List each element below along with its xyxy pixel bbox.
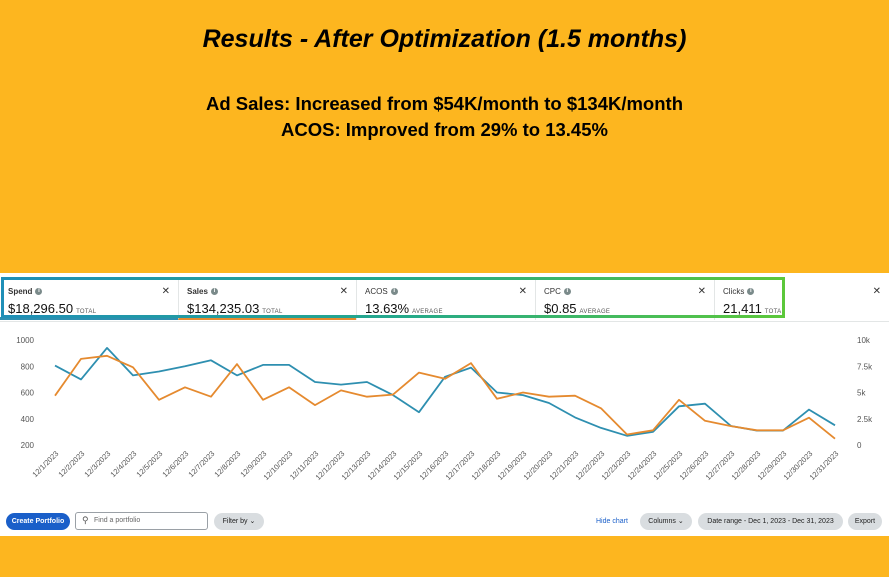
y-right-tick-label: 0 [857,441,862,450]
y-left-tick-label: 800 [21,362,35,371]
highlight-box [1,277,785,318]
y-right-tick-label: 7.5k [857,362,873,371]
series-line-spend [54,346,836,437]
ad-sales-summary: Ad Sales: Increased from $54K/month to $… [205,93,683,114]
y-right-tick-label: 10k [857,336,871,345]
campaign-dashboard-panel: Spend i ✕ $18,296.50 TOTAL Sales i ✕ $134,2… [0,273,889,536]
search-placeholder: Find a portfolio [94,517,141,524]
series-line-sales [54,354,836,440]
export-button[interactable]: Export [848,513,882,530]
y-right-tick-label: 2.5k [857,415,873,424]
x-tick-label: 12/3/2023 [82,449,112,479]
x-tick-label: 12/1/2023 [30,449,60,479]
filter-by-button[interactable]: Filter by ⌄ [214,513,264,530]
metric-cards: Spend i ✕ $18,296.50 TOTAL Sales i ✕ $134,2… [0,273,889,322]
x-tick-label: 12/2/2023 [56,449,86,479]
portfolio-search-input[interactable]: ⚲ Find a portfolio [75,512,208,530]
y-right-tick-label: 5k [857,389,866,398]
hide-chart-link[interactable]: Hide chart [596,518,628,525]
close-icon[interactable]: ✕ [872,286,881,297]
columns-button[interactable]: Columns ⌄ [640,513,692,530]
x-tick-label: 12/4/2023 [108,449,138,479]
x-tick-label: 12/6/2023 [160,449,190,479]
y-left-tick-label: 400 [21,415,35,424]
y-left-tick-label: 1000 [16,336,34,345]
chevron-down-icon: ⌄ [677,518,684,525]
y-left-tick-label: 600 [21,389,35,398]
acos-summary: ACOS: Improved from 29% to 13.45% [281,119,608,140]
x-tick-label: 12/8/2023 [212,449,242,479]
portfolio-toolbar: Create Portfolio ⚲ Find a portfolio Filt… [0,505,889,535]
create-portfolio-button[interactable]: Create Portfolio [6,513,70,530]
x-tick-label: 12/7/2023 [186,449,216,479]
performance-line-chart: 100080060040020010k7.5k5k2.5k012/1/20231… [16,336,873,482]
y-left-tick-label: 200 [21,441,35,450]
date-range-button[interactable]: Date range - Dec 1, 2023 - Dec 31, 2023 [698,513,843,530]
slide-headline: Results - After Optimization (1.5 months… [202,25,687,53]
chevron-down-icon: ⌄ [249,518,256,525]
x-tick-label: 12/5/2023 [134,449,164,479]
search-icon: ⚲ [82,515,89,525]
